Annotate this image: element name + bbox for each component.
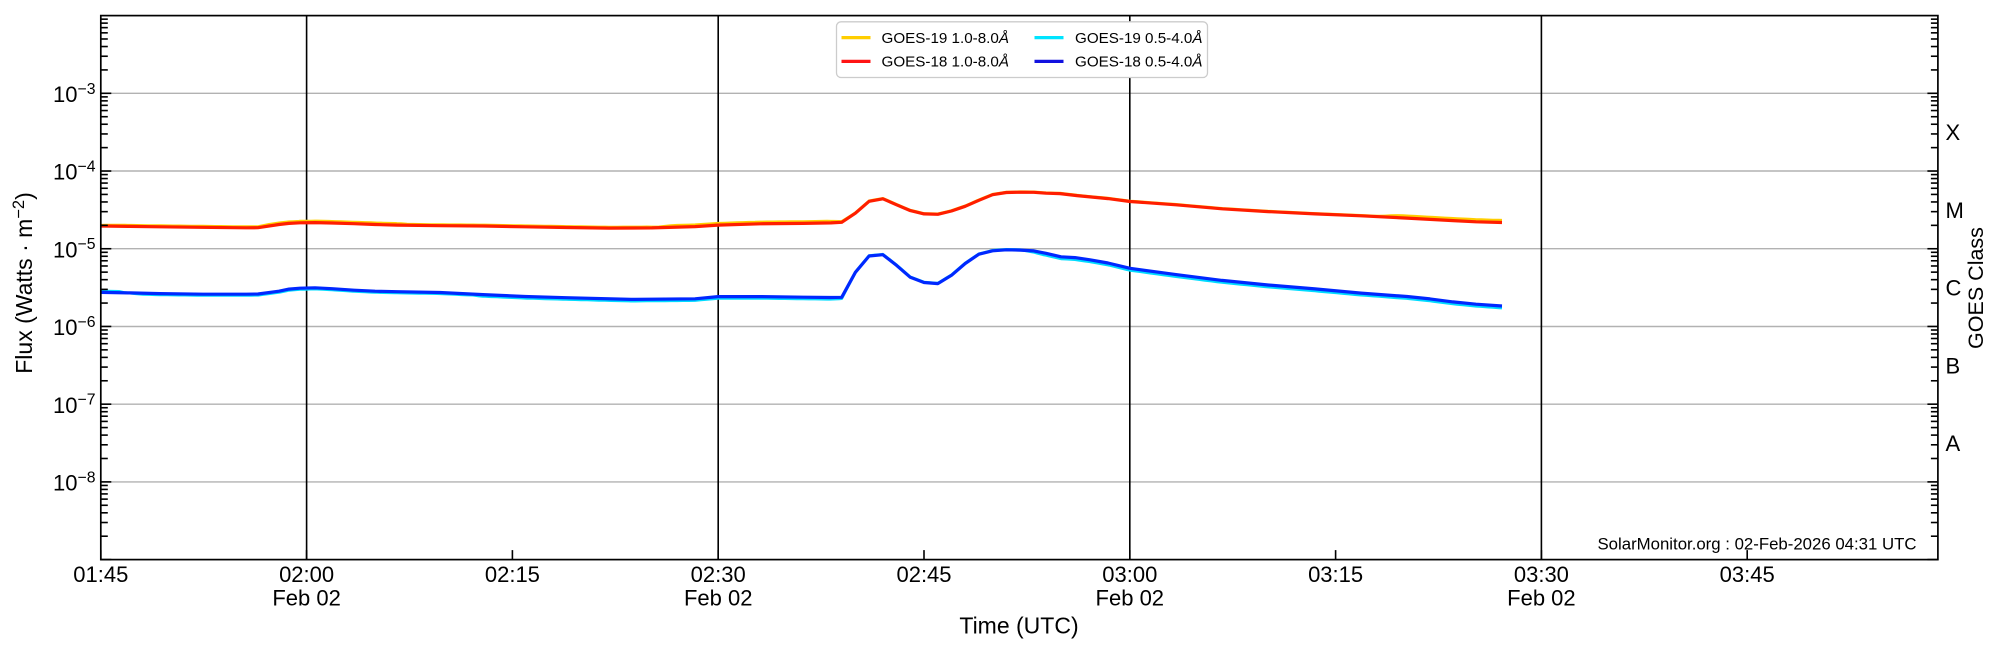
svg-text:02:45: 02:45 <box>896 562 951 587</box>
svg-text:02:00: 02:00 <box>279 562 334 587</box>
svg-text:GOES-18 1.0-8.0Å: GOES-18 1.0-8.0Å <box>882 54 1009 71</box>
svg-text:03:30: 03:30 <box>1514 562 1569 587</box>
svg-text:B: B <box>1946 353 1961 378</box>
svg-text:Feb 02: Feb 02 <box>1096 586 1165 611</box>
svg-text:M: M <box>1946 198 1964 223</box>
svg-text:10−6: 10−6 <box>53 314 96 340</box>
svg-text:X: X <box>1946 120 1961 145</box>
svg-text:03:45: 03:45 <box>1720 562 1775 587</box>
svg-text:GOES-19 0.5-4.0Å: GOES-19 0.5-4.0Å <box>1075 30 1202 47</box>
svg-text:GOES Class: GOES Class <box>1964 227 1988 349</box>
svg-text:Feb 02: Feb 02 <box>272 586 341 611</box>
svg-text:03:15: 03:15 <box>1308 562 1363 587</box>
svg-text:Time (UTC): Time (UTC) <box>959 613 1078 639</box>
svg-text:02:15: 02:15 <box>485 562 540 587</box>
svg-text:Flux (Watts · m−2): Flux (Watts · m−2) <box>10 192 37 374</box>
svg-text:01:45: 01:45 <box>73 562 128 587</box>
svg-text:03:00: 03:00 <box>1102 562 1157 587</box>
svg-text:02:30: 02:30 <box>691 562 746 587</box>
svg-text:A: A <box>1946 431 1961 456</box>
svg-text:Feb 02: Feb 02 <box>684 586 753 611</box>
svg-text:GOES-19 1.0-8.0Å: GOES-19 1.0-8.0Å <box>882 30 1009 47</box>
svg-text:SolarMonitor.org : 02-Feb-2026: SolarMonitor.org : 02-Feb-2026 04:31 UTC <box>1597 535 1916 554</box>
svg-text:C: C <box>1946 276 1962 301</box>
svg-text:GOES-18 0.5-4.0Å: GOES-18 0.5-4.0Å <box>1075 54 1202 71</box>
svg-text:Feb 02: Feb 02 <box>1507 586 1576 611</box>
